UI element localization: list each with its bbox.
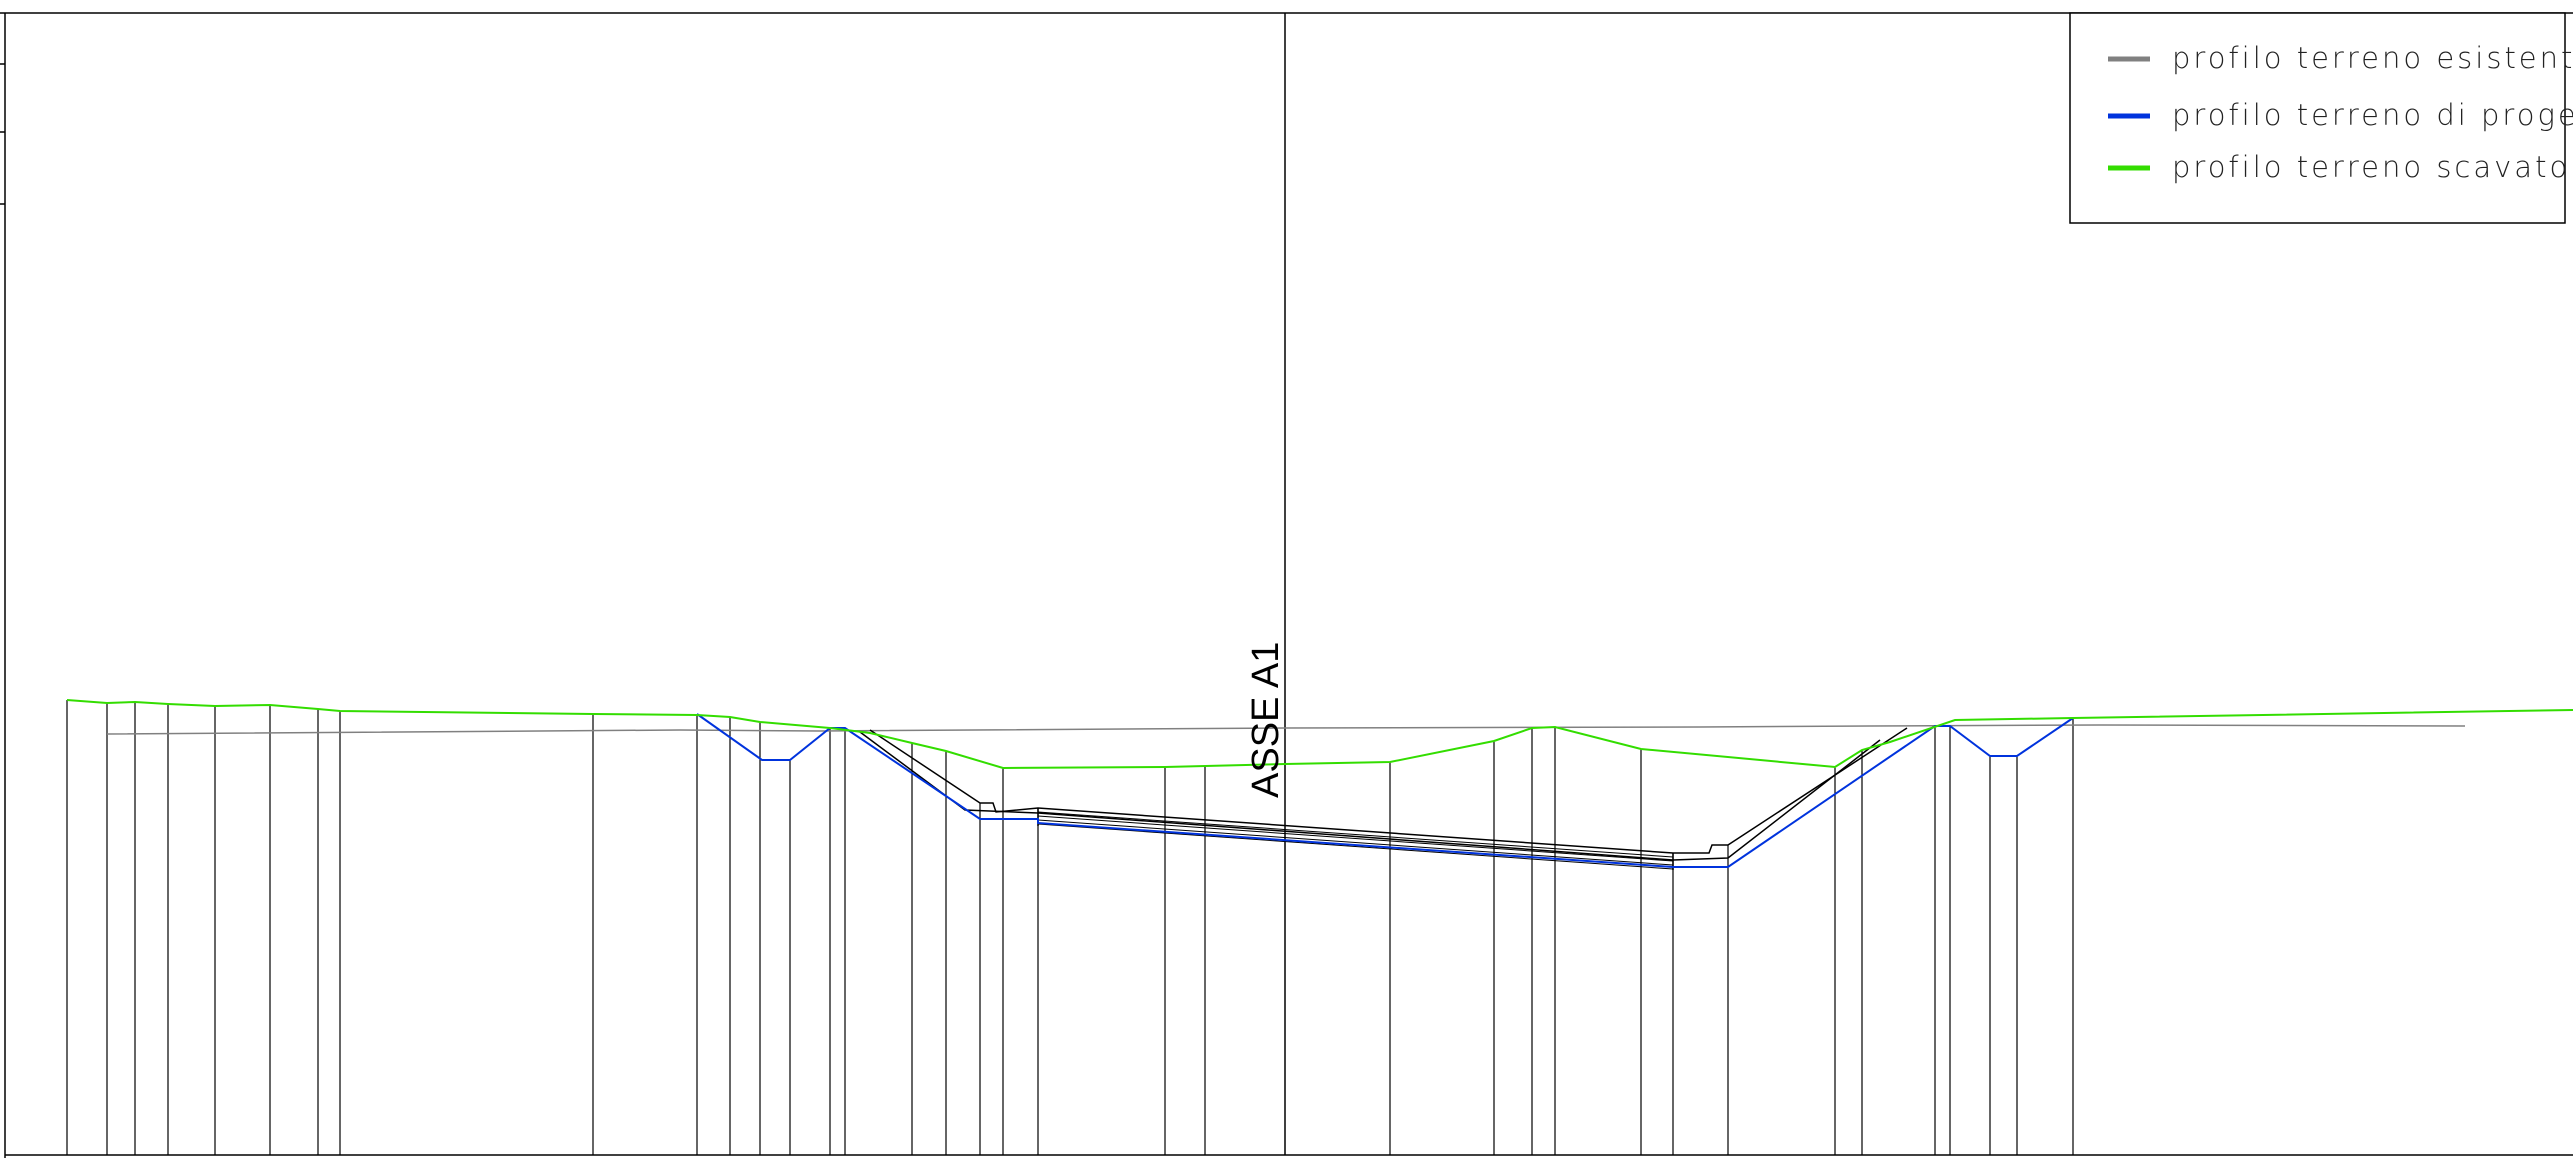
legend-item-excavated: profilo terreno scavato: [2108, 150, 2570, 184]
legend-label-excavated: profilo terreno scavato: [2172, 150, 2570, 184]
structure-left-slope: [869, 727, 1908, 854]
project-terrain-profile: [696, 713, 2074, 868]
pavement-layer-3: [1037, 819, 1674, 866]
legend-item-project: profilo terreno di progetto: [2108, 98, 2573, 132]
pavement-layer-4: [1037, 823, 1674, 870]
pavement-layer-2: [1037, 815, 1674, 862]
legend: profilo terreno esistente profilo terren…: [2069, 12, 2573, 224]
structure-layers: [859, 727, 1908, 870]
legend-box: [2069, 12, 2566, 224]
axis-label: ASSE A1: [1245, 642, 1287, 798]
legend-label-existing: profilo terreno esistente: [2172, 41, 2573, 75]
pavement-layer-1: [1037, 811, 1674, 858]
station-lines: [66, 700, 2074, 1155]
structure-inner-slope: [859, 731, 1881, 861]
legend-item-existing: profilo terreno esistente: [2108, 41, 2573, 75]
legend-label-project: profilo terreno di progetto: [2172, 98, 2573, 132]
excavated-terrain-profile: [66, 699, 2573, 770]
